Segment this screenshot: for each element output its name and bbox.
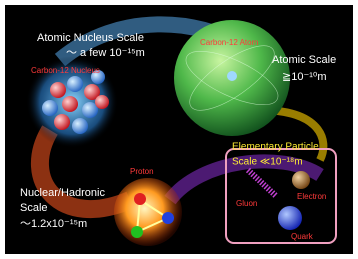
label: Nuclear/Hadronic: [20, 187, 105, 199]
illustration: Atomic Nucleus Scale ～ a few 10⁻¹⁵m Carb…: [0, 0, 358, 259]
proton-quark: [162, 212, 174, 224]
proton-sphere: [114, 178, 182, 246]
label: Atomic Scale: [272, 54, 336, 66]
nucleon: [42, 100, 58, 116]
label: Scale: [20, 202, 48, 214]
electron-ball: [292, 171, 310, 189]
label: Scale ≪10⁻¹⁸m: [232, 157, 303, 168]
label: Elementary Particle: [232, 142, 319, 153]
label: ≧10⁻¹⁰m: [282, 71, 327, 83]
proton-quark: [131, 226, 143, 238]
nucleon: [50, 82, 66, 98]
label: Carbon-12 Nucleus: [31, 66, 100, 75]
quark-ball: [278, 206, 302, 230]
label: Quark: [291, 232, 314, 241]
atom-core: [227, 71, 237, 81]
nucleon: [72, 118, 88, 134]
label: Carbon-12 Atom: [200, 38, 259, 47]
label: Proton: [130, 167, 154, 176]
nucleon: [62, 96, 78, 112]
nucleon: [67, 76, 83, 92]
label: Gluon: [236, 199, 257, 208]
label: ～1.2x10⁻¹⁵m: [20, 218, 87, 230]
label: ～ a few 10⁻¹⁵m: [66, 47, 145, 59]
label: Electron: [297, 192, 326, 201]
proton-quark: [134, 193, 146, 205]
nucleon: [54, 114, 70, 130]
label: Atomic Nucleus Scale: [37, 32, 144, 44]
nucleon: [95, 95, 109, 109]
